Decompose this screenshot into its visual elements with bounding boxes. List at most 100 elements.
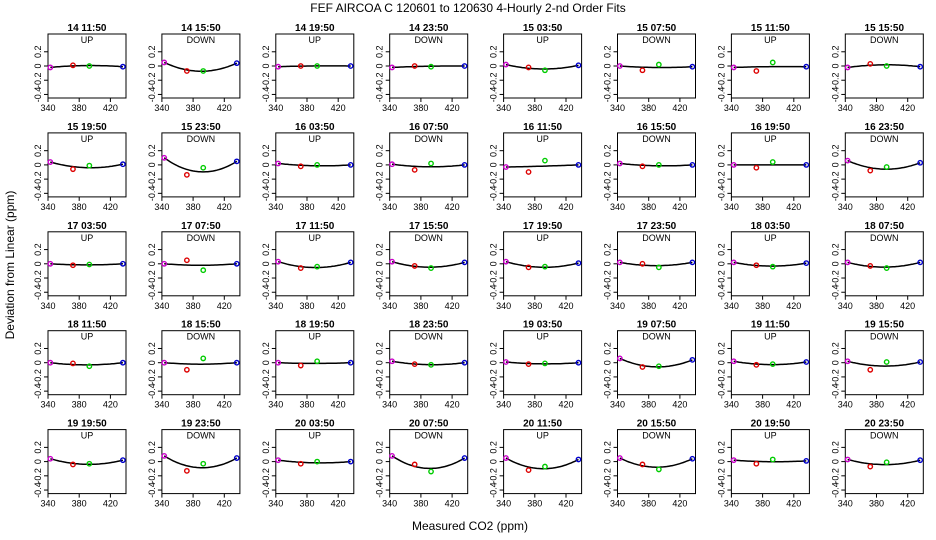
y-tick-label: 0.2 [147,243,157,256]
y-tick-label: -0.2 [830,369,840,385]
x-tick-label: 340 [496,301,511,311]
data-point [542,67,548,74]
y-tick-label: 0.2 [830,46,840,59]
y-tick-label: 0 [489,261,499,266]
data-point [233,158,240,165]
data-point [161,453,168,459]
data-point [616,63,623,69]
y-tick-label: 0 [33,162,43,167]
x-tick-label: 340 [724,103,739,113]
y-tick-label: -0.4 [147,482,157,498]
panel-time-label: 17 07:50 [181,221,221,232]
data-point [867,263,874,269]
x-tick-label: 420 [558,103,573,113]
data-point [883,459,890,466]
fit-curve [164,361,237,365]
data-point [730,457,737,464]
y-tick-label: -0.2 [716,468,726,484]
panel-time-label: 18 19:50 [295,320,335,331]
panel-direction-label: DOWN [414,134,443,144]
data-point [347,63,354,69]
x-tick-label: 340 [724,301,739,311]
data-point [769,59,776,66]
y-tick-label: -0.2 [33,468,43,484]
data-point [844,64,851,71]
x-tick-label: 340 [268,202,283,212]
data-point [428,468,434,475]
x-tick-label: 340 [154,202,169,212]
data-point [769,361,776,368]
y-tick-label: 0.2 [261,46,271,59]
data-point [161,260,168,267]
y-tick-label: -0.2 [375,171,385,187]
panel-time-label: 19 23:50 [181,419,221,430]
x-tick-label: 380 [641,499,656,509]
x-tick-label: 340 [838,499,853,509]
y-tick-label: -0.4 [716,87,726,103]
panel-direction-label: DOWN [870,233,899,243]
y-tick-label: -0.2 [261,369,271,385]
panel-time-label: 19 15:50 [865,320,905,331]
x-tick-label: 340 [154,301,169,311]
panel-time-label: 14 19:50 [295,23,335,34]
panel-direction-label: UP [81,35,94,45]
panel-direction-label: UP [764,134,777,144]
x-tick-label: 420 [900,301,915,311]
data-point [753,262,760,269]
x-tick-label: 420 [217,301,232,311]
data-point [347,161,354,168]
fit-curve [847,458,921,466]
data-point [314,63,321,69]
fit-curve [505,457,579,470]
y-tick-label: -0.4 [830,87,840,103]
y-tick-label: -0.4 [489,186,499,202]
panel-time-label: 18 15:50 [181,320,221,331]
fit-curve [847,261,921,268]
y-tick-label: 0 [33,261,43,266]
panel-direction-label: DOWN [414,431,443,441]
y-tick-label: 0.2 [830,144,840,157]
data-point [689,259,696,266]
fit-curve [847,360,921,367]
data-point [347,359,354,366]
x-tick-label: 380 [641,400,656,410]
fit-curve [278,361,351,365]
data-point [70,461,76,468]
panel-direction-label: DOWN [870,35,899,45]
data-point [616,455,623,461]
data-point [411,63,418,69]
x-tick-label: 420 [103,202,118,212]
x-tick-label: 420 [331,499,346,509]
y-tick-label: -0.4 [603,87,613,103]
y-tick-label: -0.4 [716,284,726,300]
data-point [753,460,760,467]
x-tick-label: 340 [382,400,397,410]
data-point [753,164,760,171]
data-point [525,361,532,368]
y-tick-label: -0.2 [830,72,840,88]
data-point [389,161,395,168]
data-point [275,63,282,70]
y-tick-label: 0 [261,459,271,464]
data-point [411,461,418,468]
y-tick-label: -0.2 [147,270,157,286]
y-axis-label: Deviation from Linear (ppm) [3,191,17,340]
x-tick-label: 380 [299,499,314,509]
y-tick-label: 0 [489,360,499,365]
x-tick-label: 420 [786,202,801,212]
y-tick-label: 0.2 [147,342,157,355]
panel-direction-label: UP [309,233,322,243]
data-point [275,258,282,265]
y-tick-label: -0.4 [716,186,726,202]
data-point [183,366,190,373]
x-tick-label: 420 [217,400,232,410]
data-point [917,457,924,464]
y-tick-label: -0.4 [489,383,499,399]
y-tick-label: 0.2 [375,144,385,157]
fit-curve [278,459,351,464]
